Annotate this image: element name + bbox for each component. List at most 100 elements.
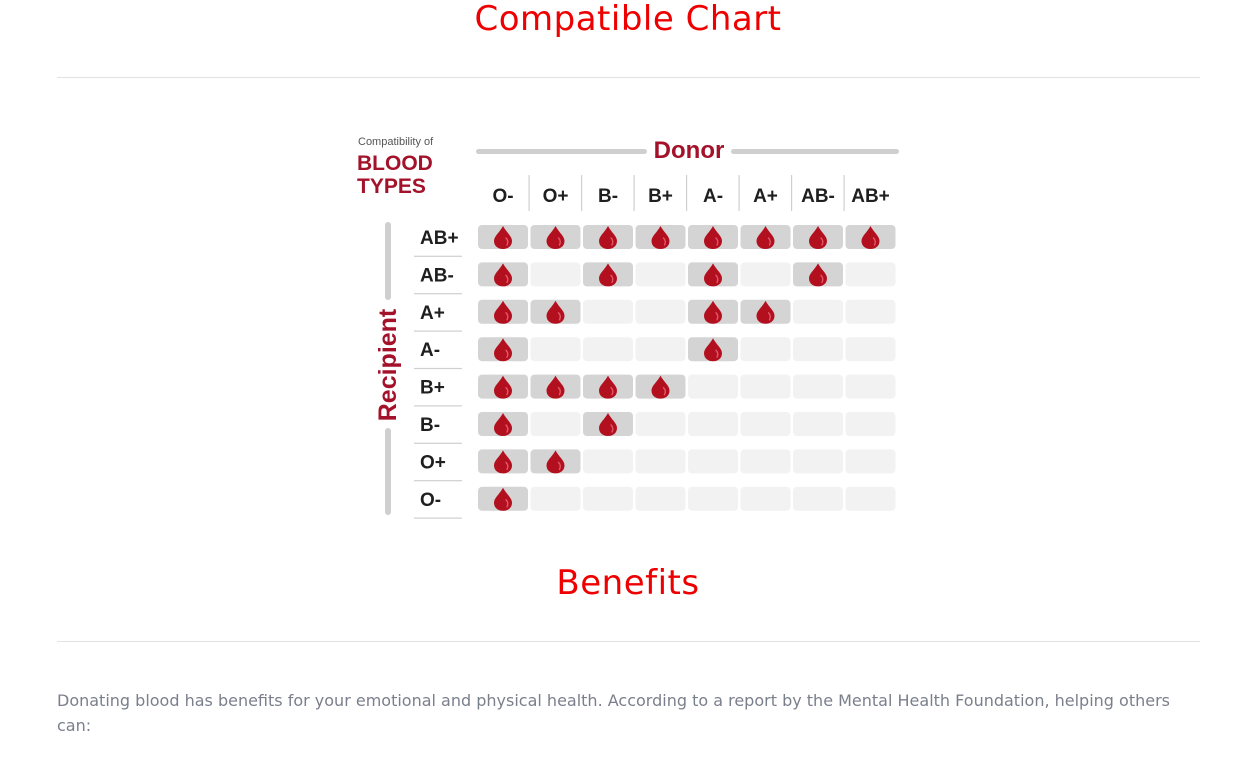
incompatible-cell <box>530 262 581 287</box>
recipient-type-label: AB- <box>420 265 454 286</box>
incompatible-cell <box>583 299 633 324</box>
incompatible-cell <box>635 412 686 436</box>
blood-drop-highlight <box>715 274 719 284</box>
recipient-type-label: A- <box>420 340 440 361</box>
donor-rule-left <box>476 149 647 154</box>
incompatible-cell <box>635 337 686 362</box>
donor-type-label: O- <box>492 186 513 207</box>
recipient-type-label: B+ <box>420 378 445 399</box>
column-separator <box>686 175 688 211</box>
row-separator <box>414 517 462 519</box>
blood-drop-highlight <box>820 237 824 246</box>
blood-drop-highlight <box>610 274 614 284</box>
blood-drop-highlight <box>767 237 771 246</box>
blood-drop-highlight <box>557 237 561 246</box>
recipient-rows: AB+ AB- A+ A- B+ B- O+ O- <box>414 228 462 519</box>
recipient-rule-top <box>385 222 391 300</box>
row-separator <box>414 293 462 295</box>
divider <box>57 77 1200 78</box>
incompatible-cell <box>740 449 791 474</box>
incompatible-cell <box>740 262 791 287</box>
incompatible-cell <box>583 449 633 474</box>
chart-heading-blood: BLOOD <box>357 152 433 175</box>
incompatible-cell <box>635 262 686 287</box>
column-separator <box>738 175 740 211</box>
row-separator <box>414 405 462 407</box>
blood-drop-highlight <box>715 349 719 358</box>
donor-type-label: A- <box>703 186 723 207</box>
donor-rule-right <box>731 149 899 154</box>
blood-drop-highlight <box>610 424 614 433</box>
incompatible-cell <box>583 486 633 511</box>
incompatible-cell <box>530 412 581 436</box>
incompatible-cell <box>845 449 896 474</box>
blood-drop-highlight <box>557 312 561 321</box>
recipient-type-label: O- <box>420 490 441 511</box>
incompatible-cell <box>845 412 896 436</box>
row-separator <box>414 442 462 444</box>
incompatible-cell <box>793 412 843 436</box>
incompatible-cell <box>793 486 843 511</box>
incompatible-cell <box>845 374 896 399</box>
blood-drop-highlight <box>505 386 509 396</box>
compatibility-grid <box>478 225 896 511</box>
incompatible-cell <box>793 299 843 324</box>
incompatible-cell <box>530 486 581 511</box>
incompatible-cell <box>635 299 686 324</box>
donor-type-label: O+ <box>543 186 569 207</box>
incompatible-cell <box>740 337 791 362</box>
column-separator <box>633 175 635 211</box>
blood-drop-highlight <box>715 237 719 246</box>
incompatible-cell <box>845 262 896 287</box>
column-separator <box>581 175 583 211</box>
incompatible-cell <box>793 374 843 399</box>
blood-drop-highlight <box>820 274 824 284</box>
blood-drop-highlight <box>715 312 719 321</box>
divider <box>57 641 1200 642</box>
incompatible-cell <box>845 486 896 511</box>
recipient-type-label: B- <box>420 415 440 436</box>
recipient-rule-bottom <box>385 428 391 515</box>
incompatible-cell <box>635 449 686 474</box>
incompatible-cell <box>530 337 581 362</box>
blood-drop-highlight <box>505 461 509 471</box>
chart-heading-types: TYPES <box>357 175 426 198</box>
recipient-type-label: O+ <box>420 452 446 473</box>
incompatible-cell <box>793 449 843 474</box>
blood-drop-highlight <box>505 237 509 246</box>
incompatible-cell <box>740 374 791 399</box>
row-separator <box>414 330 462 332</box>
incompatible-cell <box>793 337 843 362</box>
incompatible-cell <box>583 337 633 362</box>
donor-type-label: AB- <box>801 186 835 207</box>
chart-small-heading: Compatibility of <box>358 136 434 148</box>
blood-drop-highlight <box>505 349 509 358</box>
blood-drop-highlight <box>505 499 509 508</box>
incompatible-cell <box>635 486 686 511</box>
donor-type-label: AB+ <box>851 186 890 207</box>
recipient-type-label: AB+ <box>420 228 459 249</box>
recipient-label: Recipient <box>374 308 402 421</box>
blood-drop-highlight <box>610 237 614 246</box>
blood-drop-highlight <box>505 274 509 284</box>
benefits-paragraph: Donating blood has benefits for your emo… <box>57 691 1170 735</box>
incompatible-cell <box>688 412 738 436</box>
blood-drop-highlight <box>557 461 561 471</box>
blood-drop-highlight <box>505 424 509 433</box>
incompatible-cell <box>688 374 738 399</box>
incompatible-cell <box>845 337 896 362</box>
blood-type-compatibility-chart: Compatibility of BLOOD TYPES Donor Recip… <box>357 136 899 519</box>
blood-drop-highlight <box>767 312 771 321</box>
blood-drop-highlight <box>610 386 614 396</box>
row-separator <box>414 480 462 482</box>
blood-drop-highlight <box>505 312 509 321</box>
donor-headers: O- O+ B- B+ A- A+ AB- AB+ <box>492 175 890 211</box>
blood-drop-highlight <box>662 237 666 246</box>
incompatible-cell <box>688 486 738 511</box>
incompatible-cell <box>740 486 791 511</box>
donor-label: Donor <box>654 137 725 164</box>
incompatible-cell <box>688 449 738 474</box>
blood-drop-highlight <box>872 237 876 246</box>
column-separator <box>843 175 845 211</box>
row-separator <box>414 367 462 370</box>
